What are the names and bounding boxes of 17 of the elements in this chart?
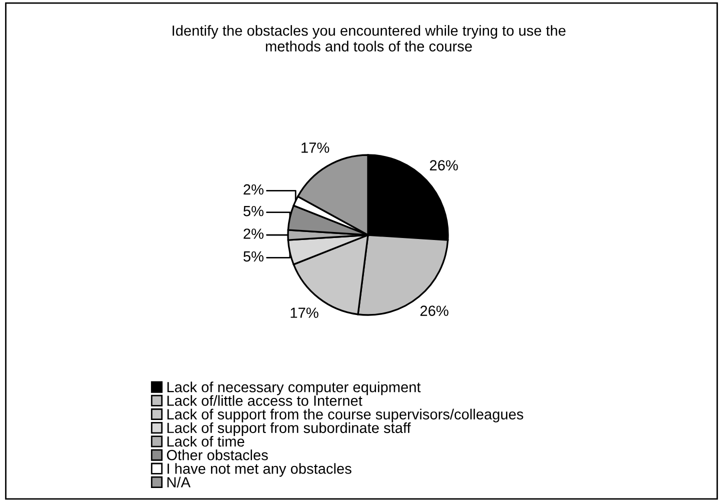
data-label: 26% — [430, 160, 458, 170]
legend-label: Lack of support from subordinate staff — [167, 422, 411, 436]
data-label: 2% — [244, 228, 264, 239]
data-label: 5% — [244, 206, 264, 216]
legend-label: Lack of/little access to Internet — [167, 395, 362, 406]
data-label: 2% — [244, 184, 264, 195]
legend-label: Other obstacles — [166, 450, 268, 460]
legend-label: I have not met any obstacles — [168, 463, 352, 477]
legend-label: Lack of time — [167, 436, 244, 447]
data-label: 17% — [302, 142, 330, 153]
data-label: 5% — [244, 251, 264, 262]
chart-title: Identify the obstacles you encountered while trying to use the methods and tools of the course — [172, 25, 566, 52]
data-label: 17% — [290, 308, 318, 318]
data-label: 26% — [420, 306, 448, 316]
legend-label: Lack of necessary computer equipment — [167, 382, 421, 396]
legend-label: Lack of support from the course supervisors/colleagues — [167, 408, 524, 422]
legend-label: N/A — [167, 476, 191, 488]
